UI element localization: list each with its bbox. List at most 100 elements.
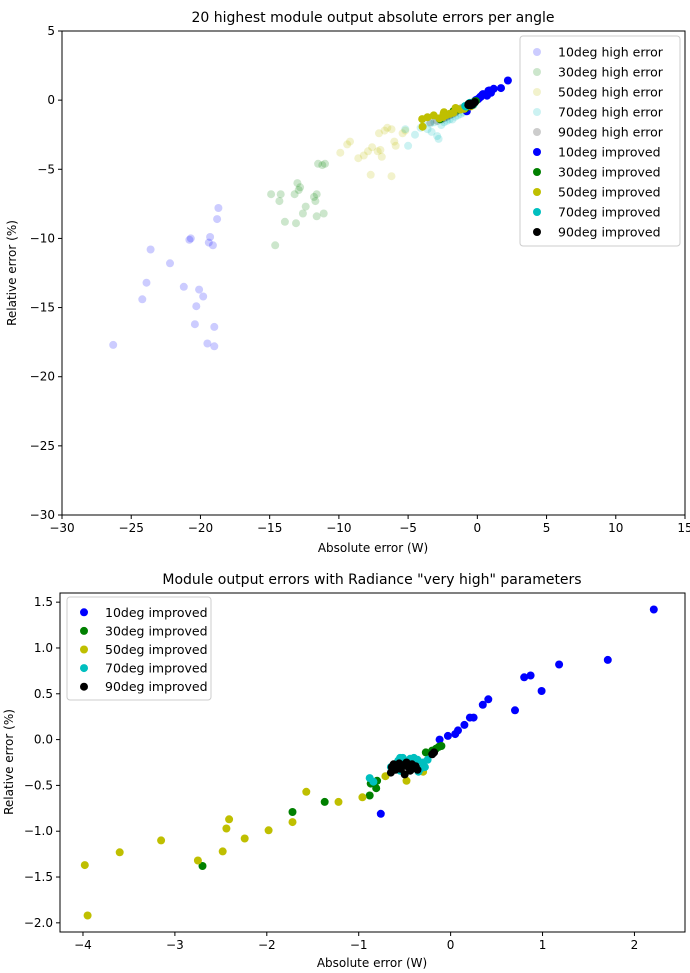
point-50deg-high-error-10 — [375, 129, 383, 138]
point-10deg-improved-15 — [603, 655, 612, 664]
y-tick-label: −25 — [30, 439, 55, 453]
point-50deg-high-error-19 — [401, 126, 410, 135]
legend-marker-70deg-high-error — [533, 108, 541, 116]
point-30deg-high-error-0 — [267, 190, 276, 199]
point-30deg-improved-0 — [198, 862, 207, 870]
legend-box — [66, 596, 212, 701]
point-10deg-high-error-18 — [213, 215, 222, 224]
point-70deg-high-error-7 — [427, 127, 436, 136]
y-tick-label: 1.5 — [34, 595, 53, 609]
legend-marker-50deg-improved — [533, 188, 541, 196]
legend-label-90deg-improved: 90deg improved — [558, 225, 661, 240]
chart-1-x-label: Absolute error (W) — [318, 541, 428, 555]
point-30deg-high-error-12 — [310, 192, 318, 201]
point-50deg-high-error-4 — [359, 151, 368, 160]
point-70deg-high-error-10 — [434, 134, 443, 143]
legend-marker-10deg-improved — [80, 608, 88, 617]
point-70deg-improved-16 — [420, 763, 429, 772]
chart-1-y-label: Relative error (%) — [5, 220, 19, 326]
point-50deg-high-error-13 — [383, 123, 392, 132]
point-30deg-high-error-16 — [314, 159, 323, 168]
point-90deg-improved-17 — [470, 98, 479, 107]
point-30deg-high-error-4 — [280, 217, 289, 226]
x-tick-label: 15 — [677, 521, 690, 535]
chart-2-title: Module output errors with Radiance "very… — [162, 572, 581, 588]
point-30deg-high-error-18 — [319, 209, 328, 218]
point-50deg-improved-12 — [334, 797, 343, 806]
x-tick-label: −15 — [257, 521, 282, 535]
legend-label-50deg-high-error: 50deg high error — [558, 85, 664, 100]
point-30deg-high-error-9 — [296, 183, 305, 192]
chart-2-x-label: Absolute error (W) — [317, 956, 427, 970]
y-tick-label: 5 — [47, 24, 55, 38]
legend-label-90deg-improved: 90deg improved — [105, 679, 208, 694]
point-50deg-improved-5 — [218, 847, 227, 856]
chart-1-points — [109, 76, 512, 351]
point-50deg-improved-15 — [402, 776, 411, 785]
point-50deg-high-error-12 — [380, 126, 389, 135]
point-10deg-improved-11 — [520, 673, 529, 682]
point-10deg-improved-8 — [478, 700, 487, 709]
point-10deg-improved-13 — [537, 687, 546, 695]
legend-label-70deg-improved: 70deg improved — [558, 205, 661, 220]
point-10deg-high-error-13 — [204, 238, 213, 247]
legend-label-10deg-improved: 10deg improved — [558, 145, 661, 160]
chart-2-points — [80, 605, 658, 920]
legend-label-50deg-improved: 50deg improved — [558, 185, 661, 200]
legend-marker-50deg-high-error — [533, 88, 541, 96]
point-30deg-high-error-19 — [321, 159, 329, 168]
legend-box — [519, 35, 681, 247]
legend-marker-70deg-improved — [533, 208, 541, 216]
point-50deg-improved-10 — [288, 818, 297, 827]
point-50deg-high-error-1 — [343, 140, 352, 149]
chart-2-legend: 10deg improved 30deg improved 50deg improv… — [66, 596, 212, 701]
x-tick-label: −5 — [399, 521, 417, 535]
point-10deg-high-error-3 — [146, 245, 155, 254]
point-50deg-improved-7 — [225, 815, 234, 824]
point-10deg-high-error-1 — [138, 295, 147, 304]
point-10deg-improved-5 — [460, 720, 469, 729]
point-30deg-high-error-10 — [298, 209, 307, 218]
point-10deg-high-error-2 — [142, 278, 151, 287]
y-tick-label: −10 — [30, 231, 55, 245]
point-10deg-high-error-7 — [186, 234, 195, 243]
legend-label-90deg-high-error: 90deg high error — [558, 125, 664, 140]
point-10deg-improved-12 — [526, 671, 535, 680]
chart-1-title: 20 highest module output absolute errors… — [191, 10, 554, 26]
x-tick-label: −10 — [326, 521, 351, 535]
point-50deg-improved-4 — [193, 856, 202, 865]
point-10deg-high-error-19 — [214, 204, 223, 212]
point-70deg-high-error-6 — [426, 119, 435, 128]
y-tick-label: −5 — [37, 162, 55, 176]
point-10deg-high-error-17 — [210, 342, 219, 351]
legend-marker-50deg-improved — [80, 645, 88, 654]
point-10deg-high-error-16 — [210, 322, 219, 331]
point-50deg-improved-0 — [80, 861, 89, 870]
legend-label-10deg-improved: 10deg improved — [105, 605, 208, 620]
point-70deg-high-error-0 — [401, 125, 410, 134]
point-30deg-high-error-7 — [293, 179, 302, 188]
point-30deg-high-error-3 — [276, 190, 285, 199]
point-30deg-high-error-8 — [294, 186, 303, 194]
legend-marker-30deg-improved — [80, 626, 88, 635]
point-10deg-high-error-0 — [109, 340, 118, 349]
y-tick-label: 0.5 — [34, 687, 53, 701]
y-tick-label: −30 — [30, 508, 55, 522]
point-30deg-high-error-17 — [318, 161, 327, 170]
legend-label-70deg-improved: 70deg improved — [105, 661, 208, 676]
point-30deg-high-error-1 — [271, 241, 280, 250]
point-10deg-improved-7 — [469, 713, 478, 722]
point-30deg-improved-2 — [320, 797, 329, 806]
point-50deg-high-error-16 — [390, 137, 399, 146]
point-50deg-improved-1 — [418, 122, 427, 131]
point-30deg-high-error-13 — [312, 190, 321, 199]
point-30deg-improved-11 — [437, 742, 446, 750]
point-10deg-improved-16 — [503, 76, 512, 85]
x-tick-label: −25 — [119, 521, 144, 535]
point-10deg-improved-14 — [555, 660, 564, 669]
point-70deg-high-error-9 — [433, 132, 442, 141]
legend-label-10deg-high-error: 10deg high error — [558, 45, 664, 60]
legend-label-30deg-improved: 30deg improved — [105, 623, 208, 638]
point-50deg-improved-13 — [358, 793, 367, 802]
point-50deg-high-error-8 — [373, 147, 382, 156]
